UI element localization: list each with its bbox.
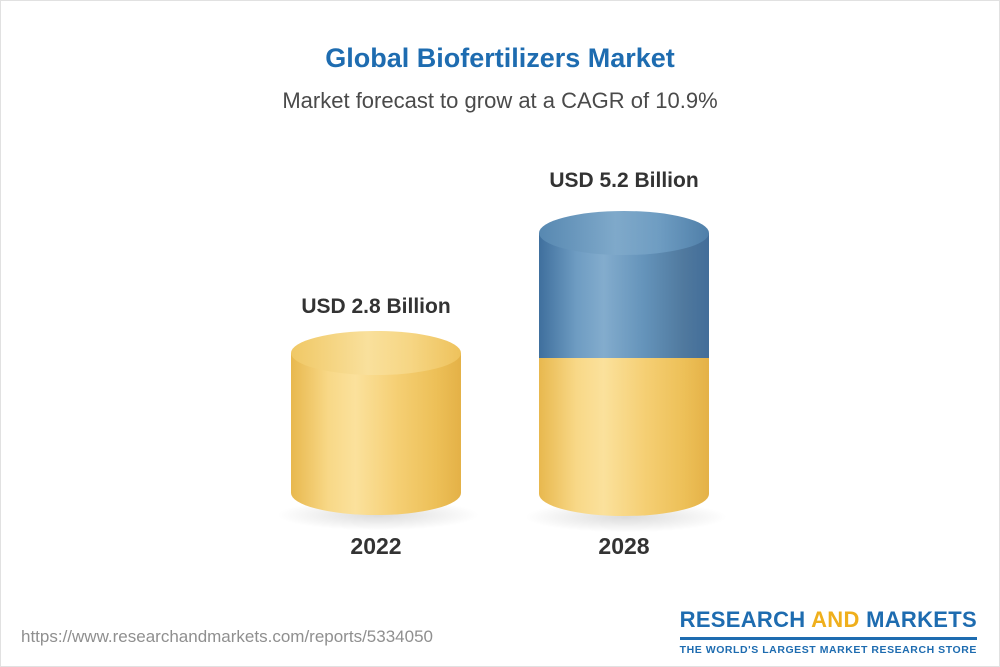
bar-2022-top-ellipse	[291, 331, 461, 375]
value-label-2022: USD 2.8 Billion	[301, 295, 451, 318]
research-and-markets-logo: RESEARCH AND MARKETS THE WORLD'S LARGEST…	[679, 607, 977, 656]
axis-label-2028: 2028	[598, 533, 650, 559]
bar-2028-top-ellipse	[539, 211, 709, 255]
bar-2022-body	[291, 353, 461, 515]
report-url: https://www.researchandmarkets.com/repor…	[21, 627, 433, 646]
logo-word-research: RESEARCH	[679, 607, 806, 632]
logo-word-and: AND	[811, 607, 860, 632]
axis-label-2022: 2022	[350, 533, 402, 559]
logo-tagline: THE WORLD'S LARGEST MARKET RESEARCH STOR…	[679, 644, 977, 656]
chart-title: Global Biofertilizers Market	[325, 43, 675, 73]
value-label-2028: USD 5.2 Billion	[549, 169, 699, 192]
logo-wordmark: RESEARCH AND MARKETS	[679, 607, 977, 640]
logo-word-markets: MARKETS	[866, 607, 977, 632]
bar-2028-base-segment	[539, 358, 709, 516]
chart-subtitle: Market forecast to grow at a CAGR of 10.…	[282, 88, 718, 113]
